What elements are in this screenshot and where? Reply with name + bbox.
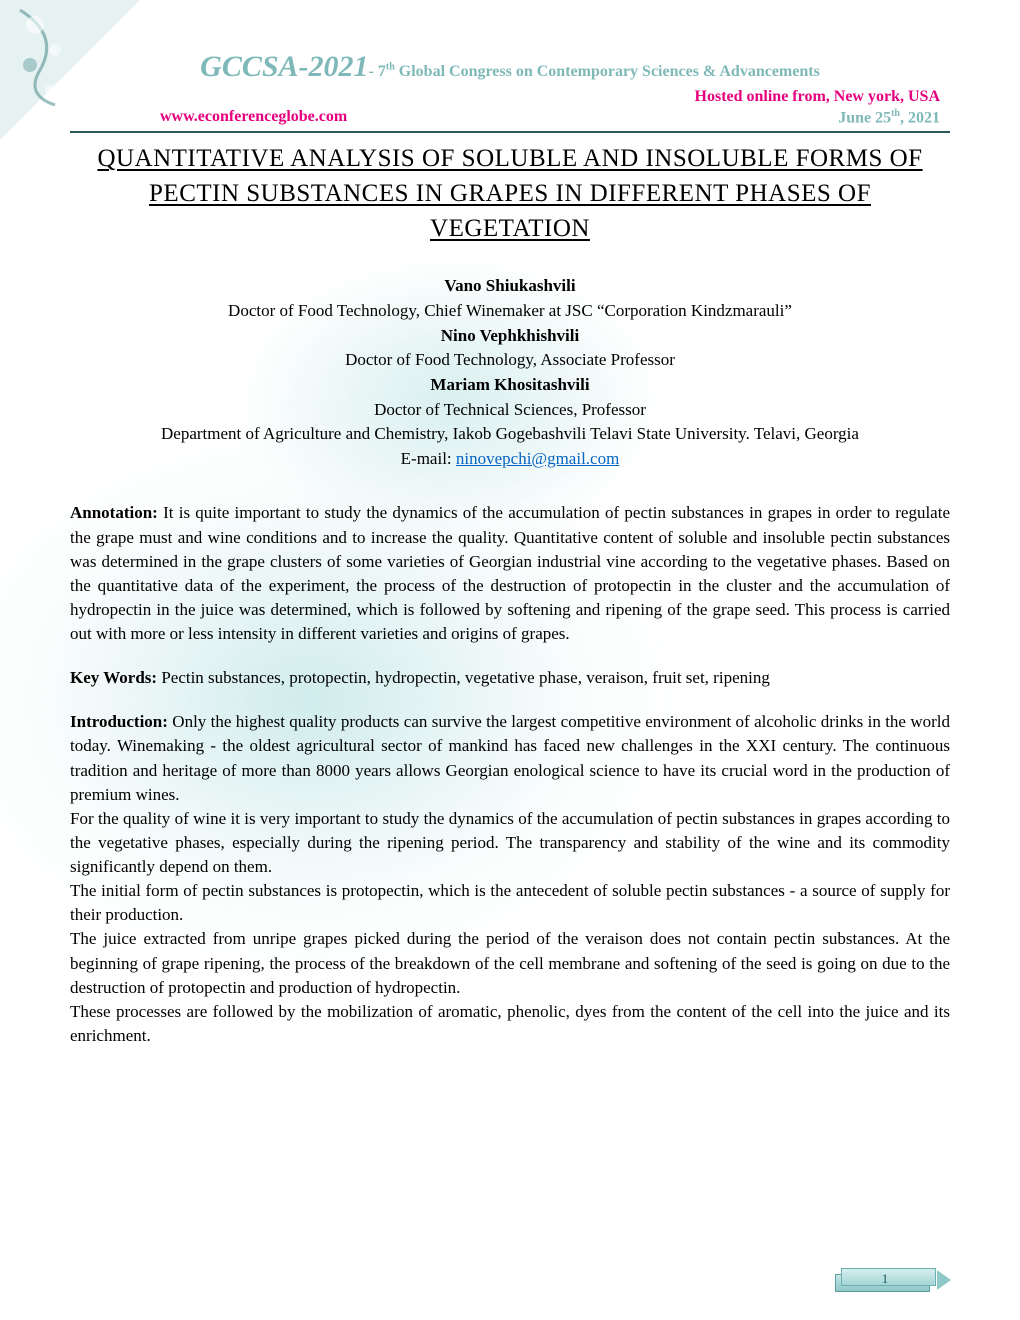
email-link[interactable]: ninovepchi@gmail.com: [456, 449, 619, 468]
affiliation: Department of Agriculture and Chemistry,…: [70, 422, 950, 447]
conference-code: GCCSA-2021: [200, 50, 368, 83]
hosted-line: Hosted online from, New york, USA: [70, 88, 950, 106]
body-paragraph: For the quality of wine it is very impor…: [70, 807, 950, 879]
conference-date: June 25th, 2021: [838, 108, 940, 127]
body-text: Annotation: It is quite important to stu…: [70, 501, 950, 1048]
intro-paragraph: Introduction: Only the highest quality p…: [70, 710, 950, 807]
author-role: Doctor of Technical Sciences, Professor: [70, 398, 950, 423]
body-paragraph: The juice extracted from unripe grapes p…: [70, 927, 950, 999]
keywords-label: Key Words:: [70, 668, 157, 687]
website-url: www.econferenceglobe.com: [160, 108, 347, 127]
author-name: Vano Shiukashvili: [70, 274, 950, 299]
page-number-badge: 1: [835, 1268, 945, 1296]
conference-subtitle: - 7th Global Congress on Contemporary Sc…: [369, 63, 820, 80]
author-name: Mariam Khositashvili: [70, 373, 950, 398]
annotation-label: Annotation:: [70, 503, 158, 522]
body-paragraph: These processes are followed by the mobi…: [70, 1000, 950, 1048]
annotation-paragraph: Annotation: It is quite important to stu…: [70, 501, 950, 646]
body-paragraph: The initial form of pectin substances is…: [70, 879, 950, 927]
intro-label: Introduction:: [70, 712, 168, 731]
paper-title: QUANTITATIVE ANALYSIS OF SOLUBLE AND INS…: [70, 141, 950, 246]
conference-header: GCCSA-2021- 7th Global Congress on Conte…: [70, 50, 950, 84]
page-number: 1: [835, 1271, 935, 1287]
author-role: Doctor of Food Technology, Associate Pro…: [70, 348, 950, 373]
keywords-paragraph: Key Words: Pectin substances, protopecti…: [70, 666, 950, 690]
email-line: E-mail: ninovepchi@gmail.com: [70, 447, 950, 472]
author-role: Doctor of Food Technology, Chief Winemak…: [70, 299, 950, 324]
author-name: Nino Vephkhishvili: [70, 324, 950, 349]
header-meta-row: www.econferenceglobe.com June 25th, 2021: [70, 108, 950, 133]
authors-block: Vano Shiukashvili Doctor of Food Technol…: [70, 274, 950, 471]
